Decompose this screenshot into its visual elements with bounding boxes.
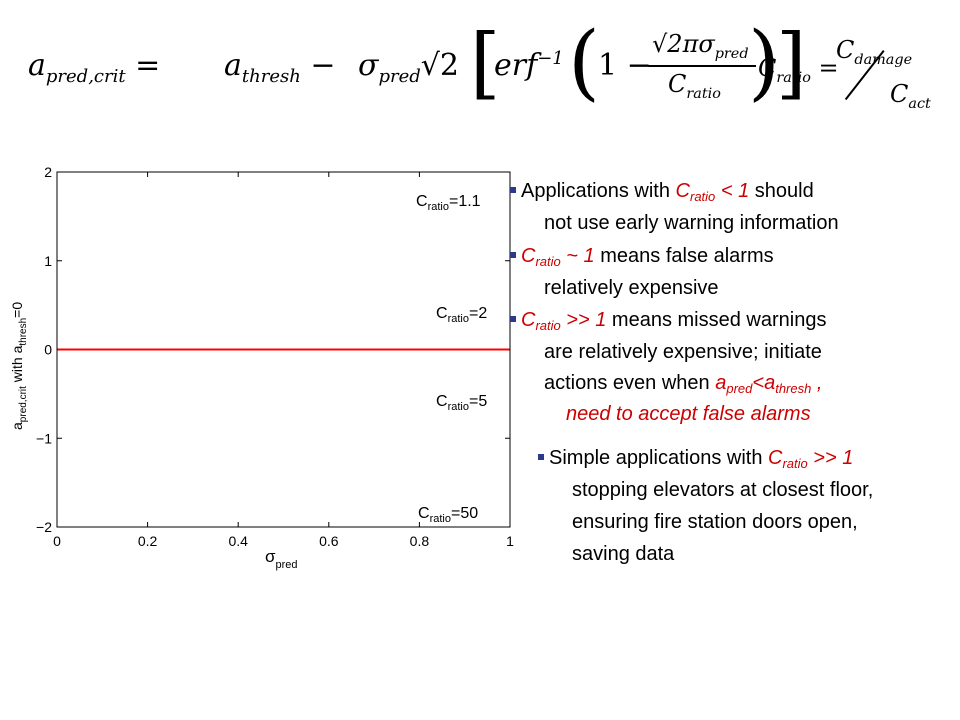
formula-cratio-lhs: Cratio = <box>758 54 839 86</box>
formula-one: 1 − <box>598 48 652 83</box>
curve-label-cratio-5: Cratio=5 <box>436 393 487 413</box>
formula-right-bracket: ] <box>776 18 807 108</box>
x-tick-label: 0.4 <box>228 533 248 549</box>
y-tick-label: −2 <box>36 519 52 535</box>
curve-label-cratio-50: Cratio=50 <box>418 505 478 525</box>
formula-lhs: apred,crit = <box>28 48 161 87</box>
bullet-3-line-3: actions even when apred<athresh , <box>544 372 823 396</box>
formula-left-paren: ( <box>568 15 600 110</box>
formula-erf: erf−1 <box>494 48 564 83</box>
bullet-4-line-4: saving data <box>572 543 675 565</box>
x-axis-label: σpred <box>265 547 298 571</box>
y-tick-label: −1 <box>36 430 52 446</box>
formula-cdamage: Cdamage <box>836 36 913 68</box>
bullet-marker <box>538 453 544 460</box>
curve-label-cratio-1.1: Cratio=1.1 <box>416 193 481 213</box>
formula-sigma-term: σpred√2 <box>358 48 459 87</box>
bullet-2-line-2: relatively expensive <box>544 277 719 299</box>
y-axis-label: apred,crit with athresh=0 <box>9 302 29 430</box>
x-tick-label: 0.2 <box>138 533 158 549</box>
bullet-3-line-1: Cratio >> 1 means missed warnings <box>510 309 826 333</box>
formula: apred,crit = athresh − σpred√2 [ erf−1 (… <box>28 22 938 128</box>
formula-denominator: Cratio <box>668 70 721 102</box>
bullet-4-line-3: ensuring fire station doors open, <box>572 511 858 533</box>
formula-left-bracket: [ <box>470 18 501 108</box>
x-ticks: 0 0.2 0.4 0.6 0.8 1 <box>53 172 514 549</box>
bullet-4-line-1: Simple applications with Cratio >> 1 <box>538 447 853 471</box>
curve-labels: Cratio=1.1 Cratio=2 Cratio=5 Cratio=50 <box>416 193 487 525</box>
bullet-3-line-2: are relatively expensive; initiate <box>544 341 822 363</box>
x-tick-label: 0.8 <box>410 533 430 549</box>
bullet-2-line-1: Cratio ~ 1 means false alarms <box>510 245 774 269</box>
x-tick-label: 0 <box>53 533 61 549</box>
x-tick-label: 1 <box>506 533 514 549</box>
bullet-4-line-2: stopping elevators at closest floor, <box>572 479 874 501</box>
formula-thresh-term: athresh − <box>224 48 336 87</box>
curve-label-cratio-2: Cratio=2 <box>436 305 487 325</box>
formula-fraction-bar <box>648 65 756 67</box>
bullet-3-line-4: need to accept false alarms <box>566 403 811 425</box>
y-tick-label: 2 <box>44 164 52 180</box>
plot-frame <box>56 171 511 528</box>
y-tick-label: 1 <box>44 253 52 269</box>
x-tick-label: 0.6 <box>319 533 339 549</box>
formula-cact: Cact <box>890 80 931 112</box>
formula-numerator: √2πσpred <box>652 30 749 62</box>
y-tick-label: 0 <box>44 342 52 358</box>
formula-right-paren: ) <box>748 15 780 110</box>
bullet-1-line-1: Applications with Cratio < 1 should <box>510 180 814 204</box>
bullet-1-line-2: not use early warning information <box>544 212 839 234</box>
